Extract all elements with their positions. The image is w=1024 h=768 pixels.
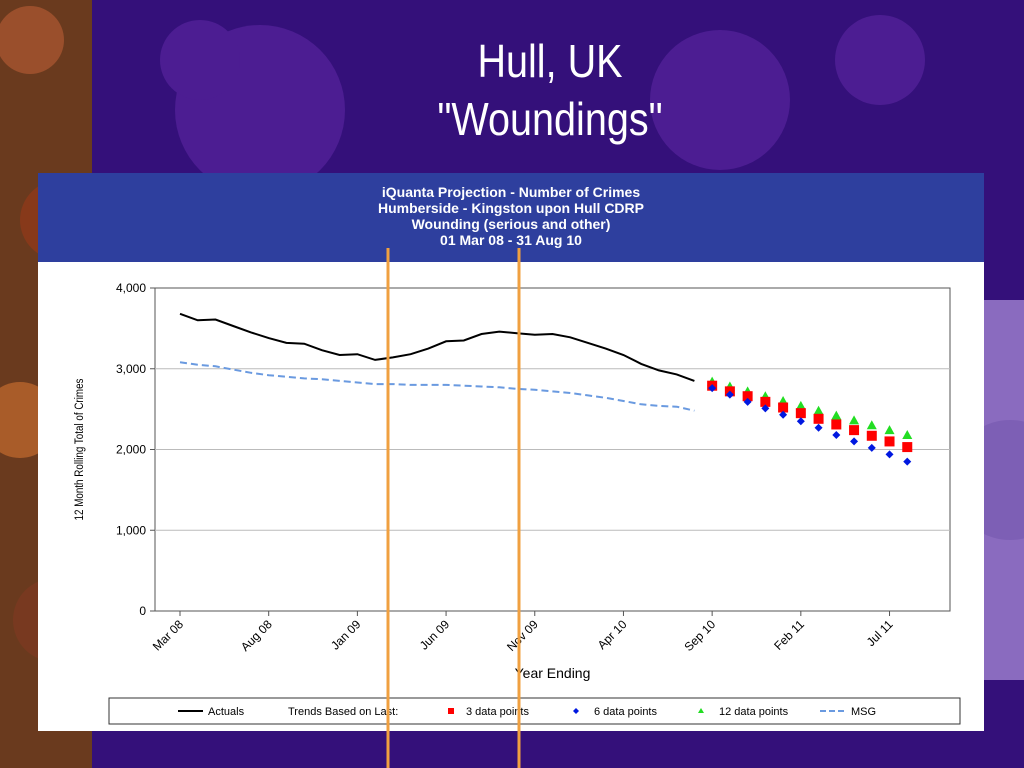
legend	[108, 697, 961, 725]
x-tick-label: Mar 08	[150, 617, 187, 654]
point-12-data	[813, 405, 824, 415]
point-6-data	[867, 443, 876, 452]
point-6-data	[708, 384, 717, 393]
point-3-data	[760, 396, 771, 407]
chart-title-line: 01 Mar 08 - 31 Aug 10	[440, 232, 582, 248]
point-3-data	[778, 402, 789, 413]
y-axis-label: 12 Month Rolling Total of Crimes	[73, 378, 86, 520]
legend-label-6: 6 data points	[594, 706, 657, 718]
legend-swatch-6	[573, 708, 579, 714]
x-tick-label: Sep 10	[681, 617, 718, 654]
legend-label-actuals: Actuals	[208, 706, 245, 718]
chart-title-line: Humberside - Kingston upon Hull CDRP	[378, 200, 644, 216]
point-3-data	[902, 442, 913, 453]
point-12-data	[884, 425, 895, 435]
x-axis-label: Year Ending	[515, 665, 591, 681]
point-6-data	[779, 410, 788, 419]
series-msg-line	[179, 361, 695, 412]
point-3-data	[742, 391, 753, 402]
point-6-data	[885, 450, 894, 459]
legend-label-3: 3 data points	[466, 706, 529, 718]
point-12-data	[866, 420, 877, 430]
y-tick-label: 0	[139, 604, 146, 618]
chart-title-line: Wounding (serious and other)	[411, 216, 611, 232]
gear-icon	[160, 15, 925, 195]
point-12-data	[849, 415, 860, 425]
point-3-data	[831, 419, 842, 430]
legend-prefix: Trends Based on Last:	[288, 706, 398, 718]
point-6-data	[796, 417, 805, 426]
y-tick-label: 4,000	[116, 281, 146, 295]
x-tick-label: Apr 10	[595, 617, 630, 652]
y-tick-label: 3,000	[116, 362, 146, 376]
x-tick-label: Nov 09	[504, 617, 541, 654]
point-3-data	[884, 436, 895, 447]
x-tick-label: Jan 09	[328, 617, 364, 653]
chart-panel: iQuanta Projection - Number of Crimes Hu…	[38, 173, 984, 731]
legend-label-msg: MSG	[851, 706, 876, 718]
point-6-data	[832, 430, 841, 439]
legend-swatch-3	[448, 708, 454, 714]
y-tick-label: 1,000	[116, 523, 146, 537]
point-6-data	[850, 437, 859, 446]
point-3-data	[849, 425, 860, 436]
point-6-data	[743, 397, 752, 406]
series-actuals-line	[179, 312, 695, 382]
point-6-data	[725, 390, 734, 399]
slide-title-line2: "Woundings"	[437, 93, 663, 145]
point-3-data	[866, 430, 877, 441]
legend-swatch-12	[698, 708, 704, 713]
slide-title-line1: Hull, UK	[477, 35, 623, 87]
chart-title-line: iQuanta Projection - Number of Crimes	[381, 184, 641, 200]
legend-label-12: 12 data points	[719, 706, 789, 718]
point-6-data	[814, 423, 823, 432]
point-12-data	[831, 410, 842, 420]
point-12-data	[795, 400, 806, 410]
point-12-data	[902, 429, 913, 439]
point-3-data	[813, 413, 824, 424]
x-tick-label: Aug 08	[238, 617, 275, 654]
point-3-data	[795, 408, 806, 419]
x-tick-label: Jun 09	[417, 617, 453, 653]
chart-title-band: iQuanta Projection - Number of Crimes Hu…	[38, 173, 984, 262]
line-chart: 0 1,000 2,000 3,000 4,000 Mar 08 Aug 08 Jan 09 J…	[73, 281, 961, 725]
slide-title: Hull, UK "Woundings"	[335, 32, 765, 148]
point-6-data	[761, 404, 770, 413]
point-6-data	[903, 457, 912, 466]
x-tick-label: Feb 11	[771, 617, 807, 653]
x-tick-label: Jul 11	[864, 617, 896, 649]
y-tick-label: 2,000	[116, 443, 146, 457]
